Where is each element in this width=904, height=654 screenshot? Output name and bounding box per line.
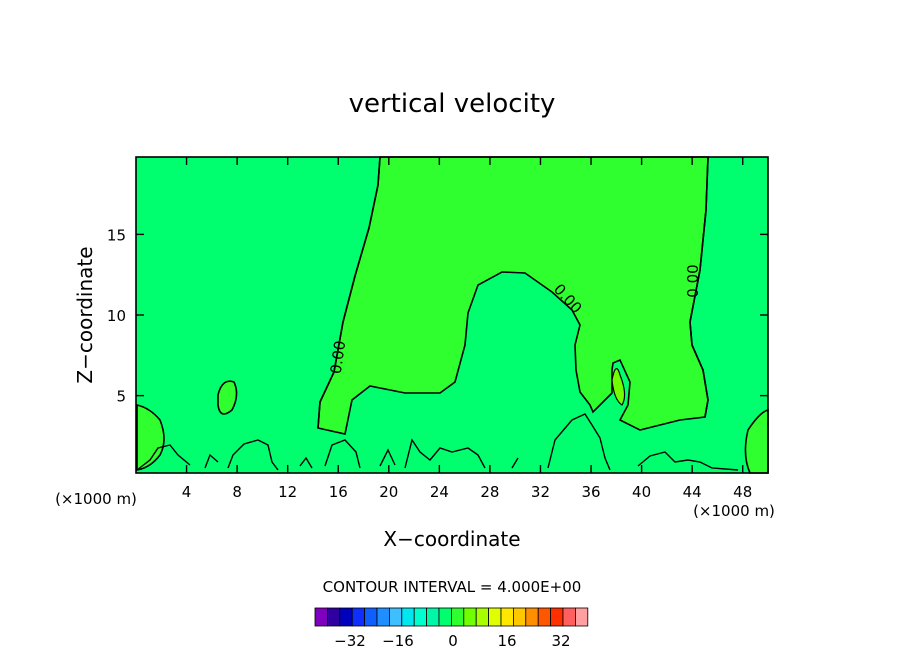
x-tick-label: 48 [733, 483, 752, 501]
contour-interval-label: CONTOUR INTERVAL = 4.000E+00 [323, 578, 582, 596]
x-tick-label: 44 [683, 483, 702, 501]
x-axis-label: X−coordinate [383, 527, 520, 551]
colorbar-swatch [413, 607, 428, 627]
colorbar-swatch [513, 607, 527, 627]
contour-label-3: 0.00 [684, 264, 702, 297]
colorbar-swatch [537, 607, 552, 627]
x-tick-label: 8 [232, 483, 242, 501]
colorbar-tick-label: −32 [334, 632, 366, 650]
x-tick-label: 16 [329, 483, 348, 501]
x-tick-label: 12 [278, 483, 297, 501]
contour-label-1: 0.00 [327, 340, 349, 376]
x-unit-right: (×1000 m) [693, 502, 775, 520]
plot-area: 0.00 0.00 0.00 4 8 12 16 20 24 28 32 36 40 44 48510… [107, 156, 769, 501]
colorbar-swatch [426, 607, 440, 627]
colorbar-swatch [463, 607, 477, 627]
y-axis-label: Z−coordinate [73, 246, 97, 383]
colorbar-swatch [550, 607, 564, 627]
colorbar-tick-label: 32 [551, 632, 570, 650]
colorbar-swatch [376, 607, 390, 627]
colorbar-swatch [364, 607, 378, 627]
colorbar-swatch [475, 607, 490, 627]
colorbar-swatch [314, 607, 328, 627]
colorbar-swatch [575, 607, 589, 627]
colorbar-swatch [438, 607, 452, 627]
colorbar-swatch [525, 607, 539, 627]
x-tick-label: 4 [182, 483, 192, 501]
colorbar-tick-label: −16 [382, 632, 414, 650]
x-tick-label: 20 [379, 483, 398, 501]
small-contour-2 [136, 403, 165, 471]
colorbar-swatch [488, 607, 502, 627]
zero-contour-lines [317, 156, 709, 429]
colorbar-swatch [401, 607, 415, 627]
colorbar-swatch [351, 607, 366, 627]
colorbar-swatch [450, 607, 465, 627]
colorbar: −32 −16 0 16 32 [314, 607, 589, 650]
colorbar-swatch [500, 607, 514, 627]
x-tick-label: 40 [632, 483, 651, 501]
small-contour-4 [611, 368, 626, 406]
chart-title: vertical velocity [349, 89, 556, 119]
y-tick-label: 10 [107, 307, 126, 325]
x-tick-label: 28 [480, 483, 499, 501]
colorbar-swatch [388, 607, 403, 627]
colorbar-swatch [339, 607, 353, 627]
y-tick-label: 15 [107, 226, 126, 244]
x-tick-label: 32 [531, 483, 550, 501]
colorbar-swatch [326, 607, 341, 627]
colorbar-swatch [562, 607, 576, 627]
colorbar-tick-label: 16 [497, 632, 516, 650]
x-tick-label: 36 [581, 483, 600, 501]
bottom-contours [136, 413, 739, 471]
x-tick-label: 24 [430, 483, 449, 501]
x-unit-left: (×1000 m) [55, 490, 137, 508]
small-contour-1 [217, 380, 238, 415]
colorbar-tick-label: 0 [448, 632, 458, 650]
y-tick-label: 5 [116, 388, 126, 406]
